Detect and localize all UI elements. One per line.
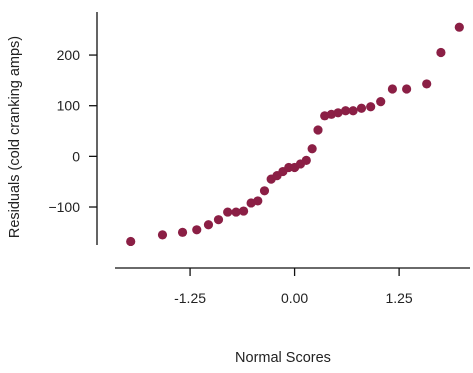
data-point xyxy=(387,84,398,94)
data-point xyxy=(402,84,412,94)
y-tick-label: 200 xyxy=(57,47,81,63)
x-tick-label: 1.25 xyxy=(385,290,412,306)
x-ticks: -1.25 0.00 1.25 xyxy=(174,268,413,306)
y-ticks: −100 0 100 200 xyxy=(48,47,97,215)
y-tick-label: 100 xyxy=(57,98,81,114)
data-point xyxy=(192,225,202,235)
data-points xyxy=(126,22,464,247)
data-point xyxy=(259,186,270,196)
data-point xyxy=(238,206,249,216)
data-point xyxy=(366,102,376,112)
data-point xyxy=(223,207,233,217)
data-point xyxy=(307,144,317,154)
y-tick-label: 0 xyxy=(72,148,80,164)
data-point xyxy=(157,230,168,240)
data-point xyxy=(348,106,358,116)
plot-area: −100 0 100 200 -1.25 0.00 1.25 xyxy=(48,12,470,306)
data-point xyxy=(253,196,263,206)
data-point xyxy=(340,106,351,116)
data-point xyxy=(301,155,311,166)
x-tick-label: 0.00 xyxy=(281,290,308,306)
data-point xyxy=(376,97,386,107)
y-tick-label: −100 xyxy=(48,199,80,215)
data-point xyxy=(231,207,241,217)
data-point xyxy=(313,125,323,135)
data-point xyxy=(422,79,432,89)
data-point xyxy=(454,22,464,32)
x-tick-label: -1.25 xyxy=(174,290,206,306)
data-point xyxy=(177,227,188,237)
data-point xyxy=(213,215,224,225)
data-point xyxy=(126,236,136,247)
x-axis-title: Normal Scores xyxy=(235,350,331,366)
y-axis-title: Residuals (cold cranking amps) xyxy=(7,36,23,238)
data-point xyxy=(203,220,214,230)
data-point xyxy=(436,47,446,58)
data-point xyxy=(333,108,343,118)
data-point xyxy=(356,103,367,113)
